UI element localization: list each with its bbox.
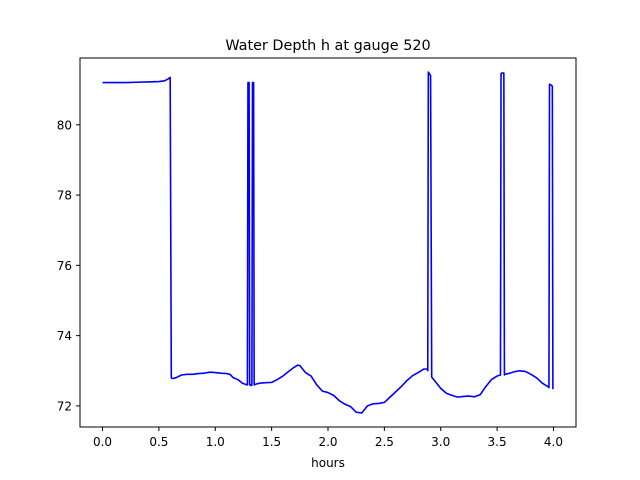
x-tick-label: 3.5 <box>488 435 507 449</box>
x-tick-label: 0.5 <box>149 435 168 449</box>
x-tick-label: 2.0 <box>318 435 337 449</box>
y-tick-label: 72 <box>57 399 72 413</box>
y-tick-label: 74 <box>57 329 72 343</box>
chart-title: Water Depth h at gauge 520 <box>225 38 430 54</box>
x-tick-label: 4.0 <box>544 435 563 449</box>
x-tick-label: 3.0 <box>431 435 450 449</box>
x-tick-label: 2.5 <box>375 435 394 449</box>
x-axis-label: hours <box>311 456 345 470</box>
x-tick-label: 1.0 <box>206 435 225 449</box>
x-tick-label: 0.0 <box>93 435 112 449</box>
y-tick-label: 78 <box>57 189 72 203</box>
x-tick-label: 1.5 <box>262 435 281 449</box>
chart-figure: Water Depth h at gauge 520 0.0 0.5 1.0 1.5 2… <box>0 0 640 480</box>
y-tick-label: 76 <box>57 259 72 273</box>
figure-background <box>0 0 640 480</box>
y-tick-label: 80 <box>57 118 72 132</box>
